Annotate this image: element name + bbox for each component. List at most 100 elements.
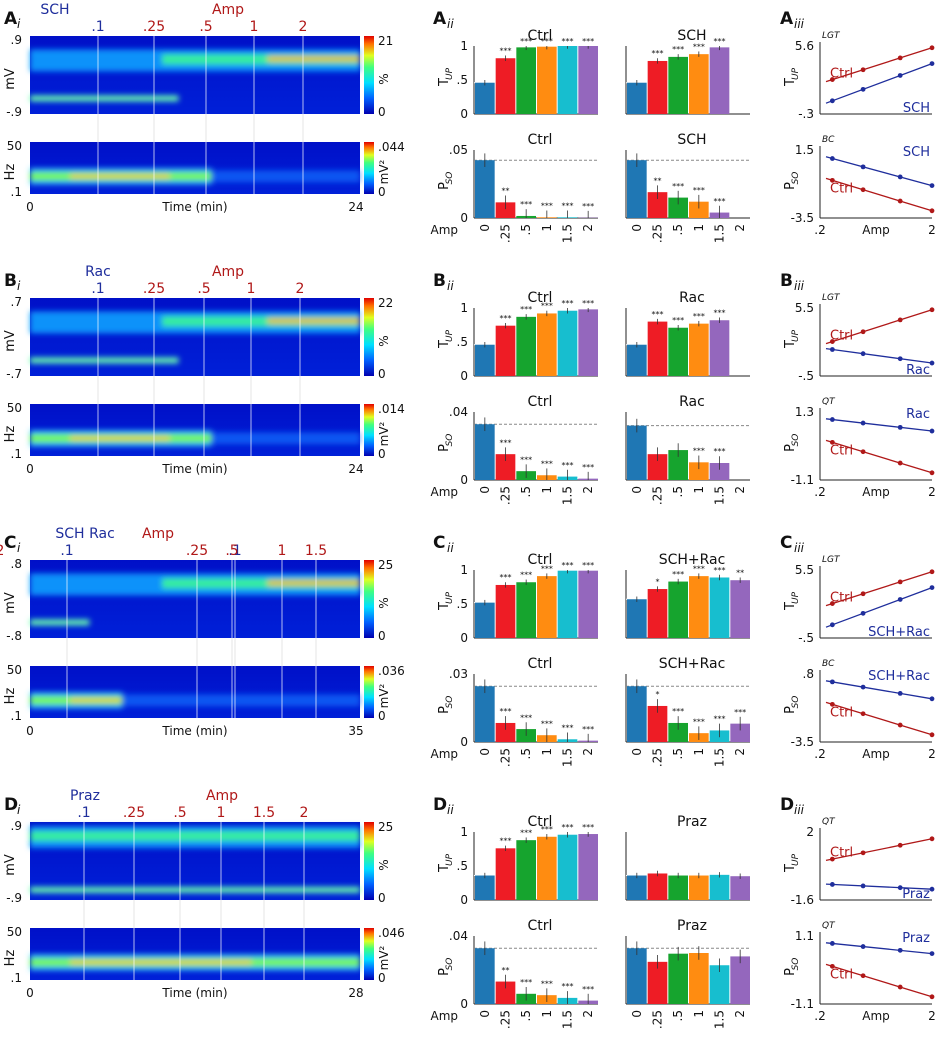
significance-mark: *** [520, 37, 532, 46]
bar [709, 463, 730, 480]
bar [627, 82, 647, 114]
ctrl-point [860, 67, 866, 73]
bar [689, 953, 709, 1004]
y-tick: .03 [449, 667, 468, 681]
drug-fit-line [825, 942, 933, 955]
significance-mark: *** [520, 713, 532, 722]
ctrl-point [829, 963, 835, 969]
ctrl-point [897, 55, 903, 61]
y-axis-label-sub: UP [445, 591, 455, 604]
ctrl-point [860, 329, 866, 335]
significance-mark: *** [582, 561, 594, 570]
x-tick: 0 [630, 1010, 644, 1018]
ctrl-point [897, 579, 903, 585]
model-tag: LGT [822, 555, 841, 565]
bar [689, 462, 709, 480]
panel-label-sub: iii [794, 803, 805, 817]
time-axis-label: Time (min) [161, 200, 227, 214]
bar-plot-title: Ctrl [528, 132, 553, 148]
bar [516, 840, 536, 900]
x-tick: .5 [671, 1010, 685, 1021]
model-tag: LGT [822, 31, 841, 41]
heatmap-mv-band [30, 49, 360, 102]
y-tick: 1 [460, 825, 468, 839]
x-tick: 1 [692, 748, 706, 756]
x-tick: 2 [928, 223, 936, 237]
x-axis-label: Amp [430, 1009, 458, 1023]
fit-plot-tup: LGT 5.5 -.5 TUP Ctrl Rac [783, 293, 935, 383]
bar-plot-title: Praz [677, 814, 707, 830]
fit-plot-pso: BC 1.5 -3.5 PSO .2 Amp 2 Ctrl SCH [783, 135, 936, 237]
y-tick: -1.6 [791, 893, 814, 907]
marker-label: Amp [142, 526, 174, 542]
drug-point [897, 73, 903, 78]
marker-label: .25 [143, 19, 165, 35]
ctrl-series-label: Ctrl [830, 67, 853, 82]
marker-label: .25 [143, 281, 165, 297]
marker-label: 1 [217, 805, 226, 821]
bar [495, 454, 516, 480]
significance-mark: *** [672, 316, 684, 325]
panel-label: A [4, 9, 18, 29]
significance-mark: *** [520, 200, 532, 209]
bar [627, 344, 647, 376]
marker-label: .5 [173, 805, 186, 821]
heat-band-low-core [30, 359, 179, 362]
bar-plot: Praz [625, 814, 750, 901]
x-tick: 0 [630, 224, 644, 232]
significance-mark: *** [541, 459, 553, 468]
y-axis-label: P [437, 444, 452, 452]
heat-band-low-core [30, 97, 179, 100]
significance-mark: *** [714, 715, 726, 724]
significance-mark: ** [502, 187, 510, 196]
significance-mark: *** [582, 823, 594, 832]
bar-plot-title: Ctrl [528, 656, 553, 672]
colorbar-mv2-min: 0 [378, 447, 386, 461]
colorbar-pct-min: 0 [378, 105, 386, 119]
y-tick: 5.5 [795, 301, 814, 315]
bar [730, 580, 750, 638]
ctrl-series-label: Ctrl [830, 705, 853, 720]
ctrl-point [860, 449, 866, 455]
x-tick: 0 [630, 748, 644, 756]
colorbar-mv2-label: mV² [377, 945, 391, 970]
bar [647, 961, 668, 1004]
marker-label: 1 [250, 19, 259, 35]
heat-hz-tail [211, 432, 360, 445]
bar [647, 589, 668, 638]
bar [627, 948, 647, 1004]
drug-series-label: SCH+Rac [868, 669, 930, 684]
y-tick: -3.5 [791, 211, 814, 225]
mv-axis-label: mV [3, 330, 18, 352]
x-tick: .5 [519, 1010, 533, 1021]
bar [730, 723, 750, 742]
ctrl-point [829, 339, 835, 344]
ctrl-point [929, 307, 935, 313]
model-tag: BC [822, 135, 835, 145]
drug-point [897, 356, 903, 362]
drug-fit-line [825, 680, 933, 700]
marker-label: 2 [300, 805, 309, 821]
significance-mark: *** [714, 309, 726, 318]
y-axis-label-sub: UP [445, 67, 455, 80]
colorbar-mv2-max: .046 [378, 926, 405, 940]
colorbar-mv2-label: mV² [377, 159, 391, 184]
x-axis-label: Amp [862, 1009, 890, 1023]
x-tick: 2 [581, 486, 595, 494]
bar [709, 47, 730, 114]
fit-plot-tup: LGT 5.5 -.5 TUP Ctrl SCH+Rac [783, 555, 935, 645]
significance-mark: *** [520, 571, 532, 580]
ctrl-point [860, 187, 866, 193]
model-tag: QT [822, 397, 836, 407]
bar [689, 875, 709, 900]
bar-plot-title: SCH+Rac [659, 552, 726, 568]
drug-point [829, 679, 835, 685]
x-axis-label: Amp [862, 485, 890, 499]
bar [647, 454, 668, 480]
ctrl-point [897, 198, 903, 204]
heat-band-up [30, 831, 360, 842]
y-axis-label: P [437, 968, 452, 976]
colorbar-pct-max: 25 [378, 820, 393, 834]
x-tick: .5 [519, 486, 533, 497]
drug-point [829, 622, 835, 628]
